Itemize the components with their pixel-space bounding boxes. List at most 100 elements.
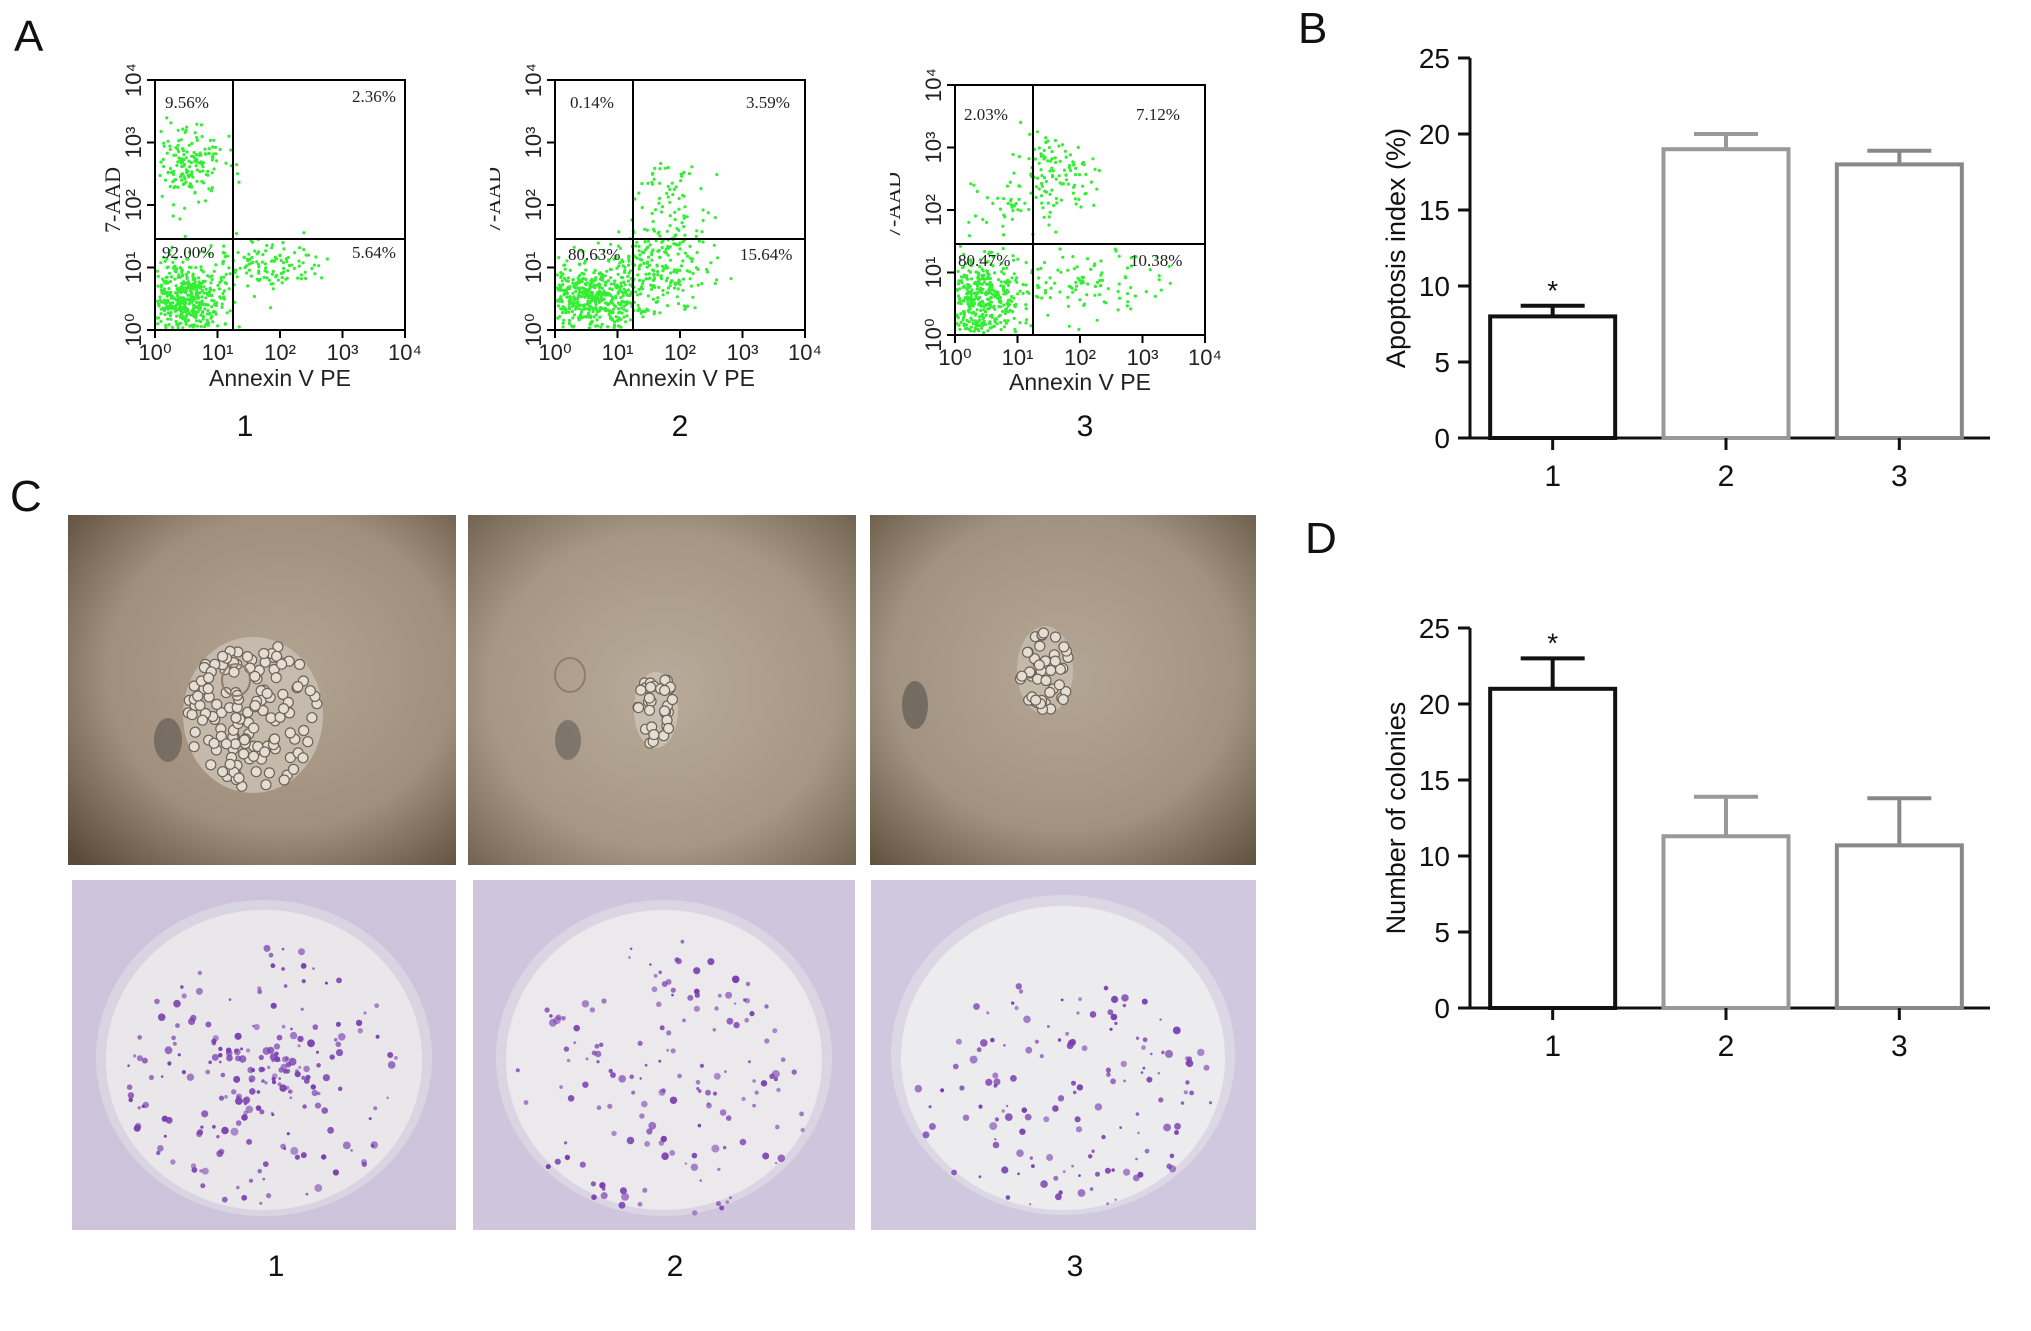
colony [160, 1075, 164, 1078]
flow-point [688, 277, 692, 281]
flow-point [257, 271, 261, 275]
flow-point [1099, 273, 1103, 277]
flow-point [561, 283, 565, 287]
flow-points-2 [555, 161, 733, 330]
flow-point [1074, 288, 1078, 292]
flow-point [282, 270, 286, 274]
flow-point [1054, 230, 1058, 234]
colony [729, 1196, 732, 1200]
flow-point [233, 271, 237, 275]
colony [1203, 1064, 1210, 1071]
flow-point [164, 326, 168, 330]
colony [799, 1111, 804, 1117]
flow-point [1168, 281, 1172, 285]
flow-point [999, 284, 1003, 288]
flow-point [168, 253, 172, 257]
colony [335, 1021, 341, 1027]
flow-point [580, 290, 584, 294]
flow-point [1157, 274, 1161, 278]
flow-point [957, 323, 961, 327]
flow-point [614, 315, 618, 319]
flow-point [194, 164, 198, 168]
flow-point [973, 313, 977, 317]
flow-point [1039, 194, 1044, 198]
flow-point [205, 312, 210, 316]
y-tick-label: 10⁴ [521, 63, 546, 97]
flow-point [636, 273, 640, 277]
flow-point [598, 277, 603, 281]
flow-point [195, 153, 199, 157]
flow-point [190, 154, 194, 158]
flow-point [594, 276, 598, 280]
flow-point [606, 291, 610, 295]
flow-point [995, 293, 999, 297]
colony [749, 1011, 755, 1017]
colony [276, 1034, 283, 1041]
colony [666, 1030, 672, 1036]
colony [631, 1090, 636, 1095]
flow-point [645, 261, 649, 265]
flow-point [202, 285, 206, 289]
flow-point [640, 310, 644, 314]
flow-point [228, 272, 232, 276]
flow-point [609, 293, 613, 298]
flow-point [1061, 182, 1065, 186]
flow-point [179, 315, 183, 319]
flow-point [163, 259, 167, 263]
flow-point [636, 303, 640, 307]
flow-point [175, 147, 180, 151]
flow-point [1125, 266, 1130, 270]
flow-point [1006, 283, 1011, 287]
flow-point [960, 266, 965, 270]
colony [231, 1089, 237, 1095]
colony [301, 1075, 306, 1080]
flow-point [988, 306, 992, 310]
flow-point [188, 165, 192, 169]
colony [350, 1149, 353, 1152]
flow-point [193, 159, 197, 163]
cell [302, 736, 314, 748]
flow-point [206, 323, 210, 327]
flow-point [162, 287, 167, 291]
flow-point [961, 299, 965, 303]
flow-point [166, 170, 170, 174]
flow-point [186, 270, 190, 274]
flow-point [1050, 157, 1054, 161]
flow-point [618, 261, 622, 265]
flow-point [1159, 288, 1163, 292]
flow-point [973, 214, 978, 218]
flow-point [981, 275, 985, 280]
colony [1023, 1015, 1031, 1024]
flow-point [996, 290, 1000, 294]
flow-point [197, 250, 201, 254]
y-tick-label: 10⁰ [521, 313, 546, 346]
cell [666, 693, 678, 706]
flow-plot-1: 9.56% 2.36% 92.00% 5.64% 10⁰ 10¹ 10² 10³ 10⁴… [90, 50, 430, 410]
flow-point [304, 276, 308, 281]
flow-point [292, 266, 296, 271]
colony [280, 1063, 287, 1071]
flow-point [212, 299, 216, 303]
flow-point [696, 267, 700, 271]
flow-point [571, 278, 575, 282]
colony [201, 1110, 209, 1118]
flow-point [661, 269, 665, 273]
colony [298, 1065, 302, 1069]
colony [262, 1177, 266, 1181]
flow-point [1071, 160, 1075, 164]
flow-point [618, 246, 622, 250]
flow-point [966, 308, 970, 313]
flow-point [987, 252, 991, 256]
significance-marker: * [1547, 627, 1558, 658]
cell [270, 672, 282, 684]
cell [643, 692, 655, 704]
colony [619, 1187, 627, 1195]
flow-point [197, 153, 201, 157]
flow-point [286, 269, 290, 273]
flow-point [201, 303, 205, 307]
colony [642, 1187, 648, 1193]
flow-point [1068, 168, 1073, 173]
colony [211, 1053, 219, 1061]
flow-point [1017, 184, 1021, 188]
flow-point [700, 230, 704, 234]
